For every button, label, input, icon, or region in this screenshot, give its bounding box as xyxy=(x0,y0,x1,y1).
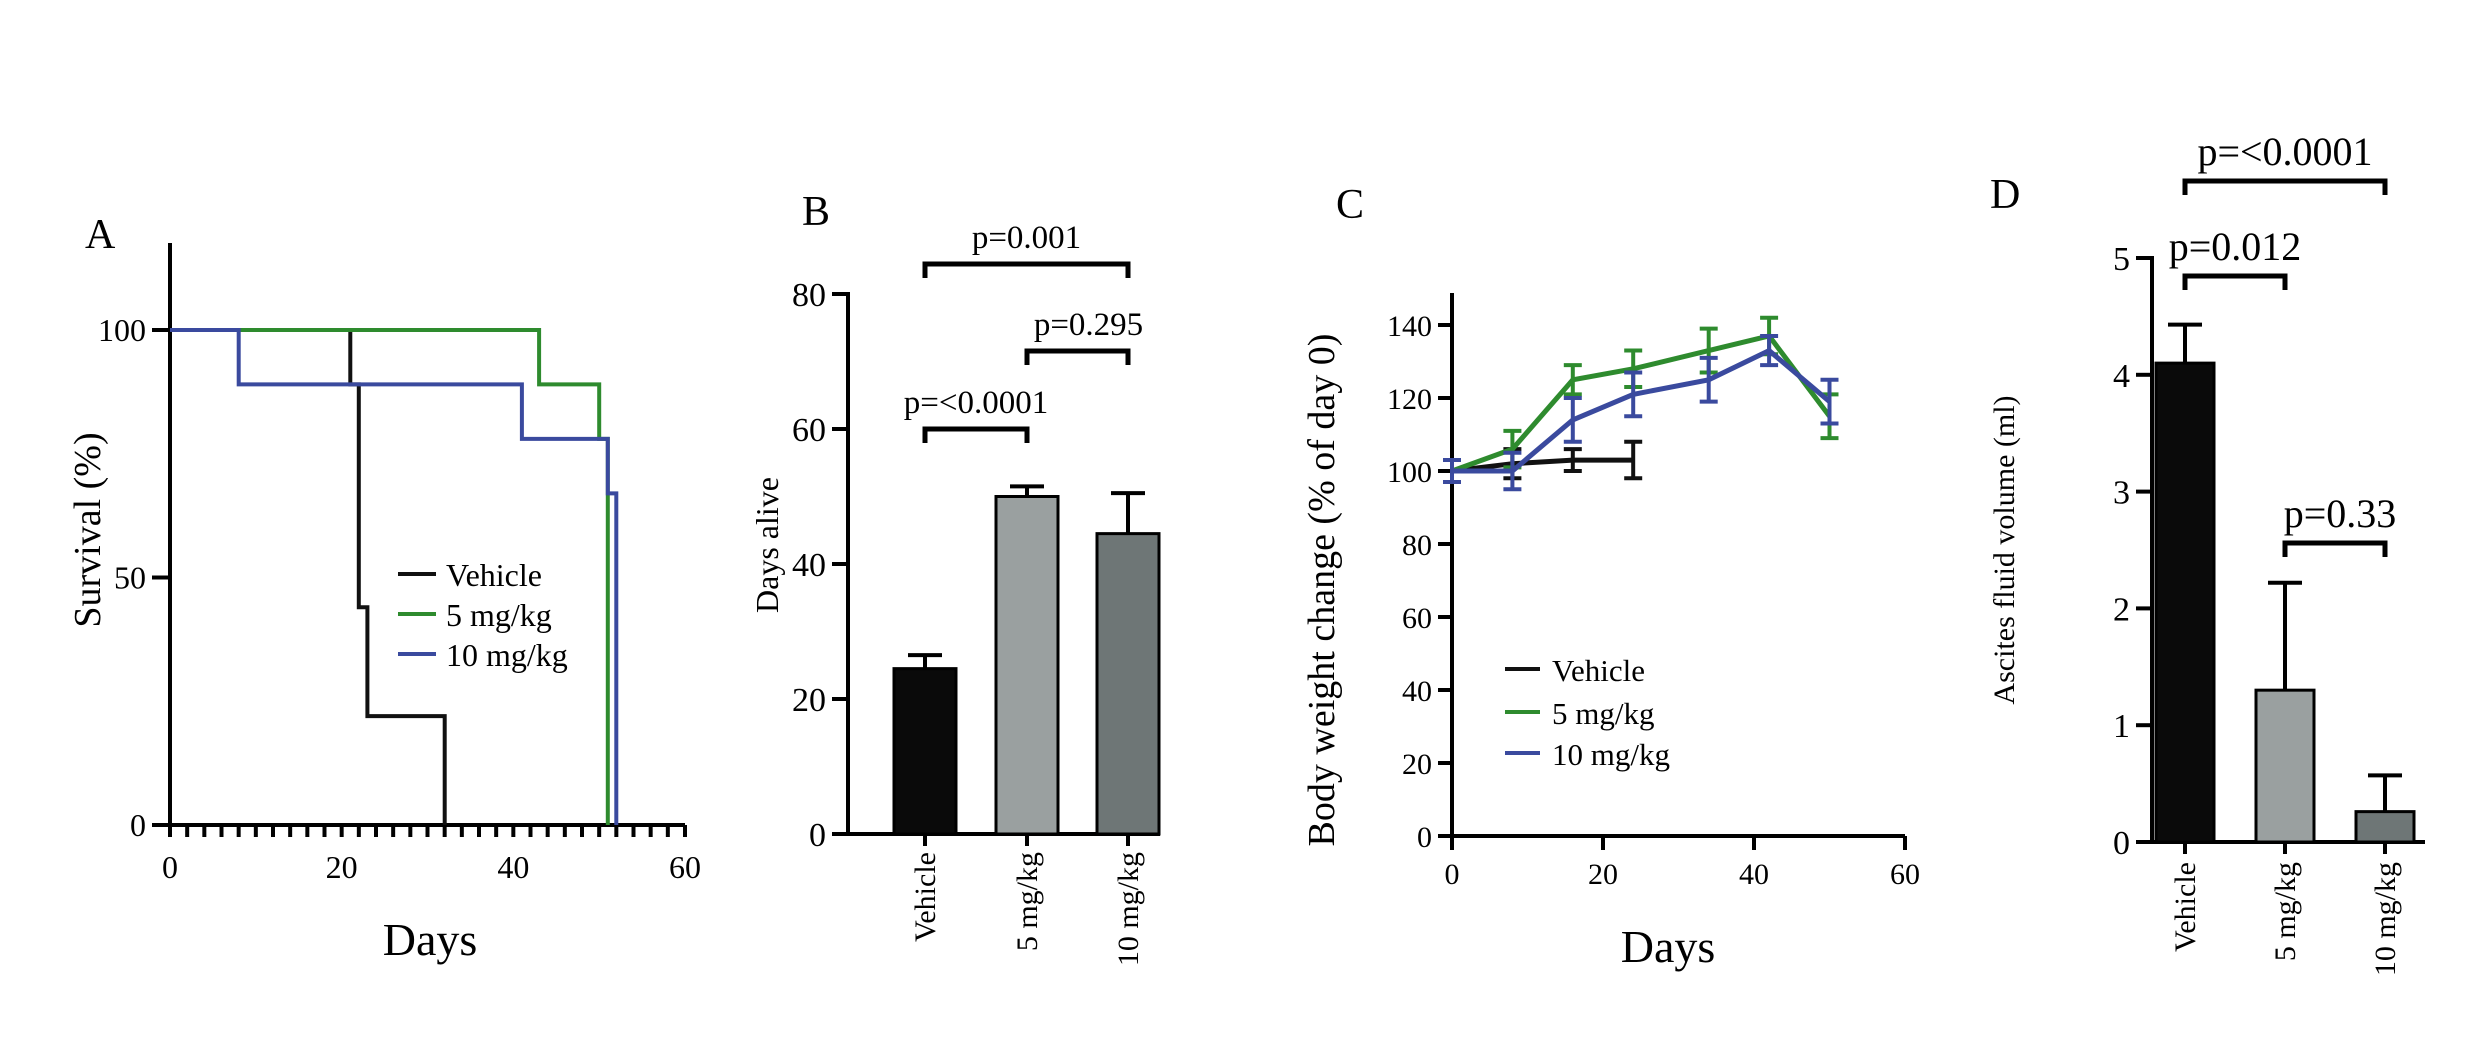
bar-5mg xyxy=(994,495,1060,836)
y-axis-label: Ascites fluid volume (ml) xyxy=(1988,395,2021,704)
y-tick-label: 100 xyxy=(98,312,146,348)
significance-bracket xyxy=(922,261,1131,278)
legend-label-high-dose: 10 mg/kg xyxy=(446,637,568,673)
y-tick-label: 0 xyxy=(809,817,826,854)
survival-line-vehicle xyxy=(170,328,447,825)
y-tick-label: 1 xyxy=(2113,708,2130,745)
y-axis-label: Days alive xyxy=(749,477,785,613)
legend-label-low-dose: 5 mg/kg xyxy=(1552,696,1654,731)
y-tick-label: 5 xyxy=(2113,241,2130,278)
y-tick-label: 20 xyxy=(792,682,826,719)
survival-line-low-dose xyxy=(170,328,610,825)
category-label-10mg: 10 mg/kg xyxy=(2369,862,2402,976)
legend-label-high-dose: 10 mg/kg xyxy=(1552,737,1670,772)
x-tick-label: 20 xyxy=(326,849,358,885)
category-label-vehicle: Vehicle xyxy=(2169,862,2202,952)
y-tick-label: 50 xyxy=(114,560,146,596)
significance-bracket xyxy=(2182,178,2388,195)
y-tick-label: 20 xyxy=(1402,748,1432,781)
x-tick-label: 0 xyxy=(1445,858,1460,891)
survival-line-high-dose xyxy=(170,328,619,825)
y-tick-label: 4 xyxy=(2113,358,2130,395)
bar-5mg xyxy=(2254,688,2316,844)
x-tick-label: 0 xyxy=(162,849,178,885)
y-tick-label: 0 xyxy=(2113,825,2130,862)
p-value-label: p=<0.0001 xyxy=(904,385,1048,421)
x-tick-label: 60 xyxy=(1890,858,1920,891)
significance-bracket xyxy=(1024,348,1131,365)
y-axis-label: Body weight change (% of day 0) xyxy=(1301,334,1343,847)
y-tick-label: 40 xyxy=(792,547,826,584)
y-tick-label: 120 xyxy=(1387,383,1432,416)
x-tick-label: 40 xyxy=(497,849,529,885)
p-value-label: p=0.295 xyxy=(1034,307,1143,343)
significance-bracket xyxy=(2282,540,2388,557)
x-tick-label: 40 xyxy=(1739,858,1769,891)
y-tick-label: 0 xyxy=(130,807,146,843)
x-axis-label: Days xyxy=(383,914,478,965)
panel-label-c: C xyxy=(1336,182,1364,228)
panel-label-b: B xyxy=(802,189,830,235)
weight-line-vehicle xyxy=(1451,457,1634,474)
panel-label-d: D xyxy=(1990,172,2020,218)
x-tick-label: 60 xyxy=(669,849,701,885)
y-tick-label: 60 xyxy=(792,412,826,449)
y-tick-label: 2 xyxy=(2113,591,2130,628)
category-label-5mg: 5 mg/kg xyxy=(2269,862,2302,961)
p-value-label: p=<0.0001 xyxy=(2197,129,2372,174)
p-value-label: p=0.33 xyxy=(2284,491,2397,536)
y-tick-label: 0 xyxy=(1417,821,1432,854)
y-tick-label: 80 xyxy=(1402,529,1432,562)
y-tick-label: 3 xyxy=(2113,475,2130,512)
bar-vehicle xyxy=(2154,361,2216,844)
category-label-10mg: 10 mg/kg xyxy=(1112,852,1145,966)
bar-10mg xyxy=(2354,810,2416,844)
y-tick-label: 40 xyxy=(1402,675,1432,708)
x-axis-label: Days xyxy=(1621,921,1716,972)
legend-label-low-dose: 5 mg/kg xyxy=(446,597,552,633)
category-label-vehicle: Vehicle xyxy=(909,852,942,942)
y-tick-label: 140 xyxy=(1387,310,1432,343)
y-tick-label: 100 xyxy=(1387,456,1432,489)
significance-bracket xyxy=(2182,273,2288,290)
y-axis-label: Survival (%) xyxy=(67,432,109,627)
p-value-label: p=0.012 xyxy=(2169,224,2302,269)
p-value-label: p=0.001 xyxy=(972,220,1081,256)
y-tick-label: 60 xyxy=(1402,602,1432,635)
x-tick-label: 20 xyxy=(1588,858,1618,891)
y-tick-label: 80 xyxy=(792,277,826,314)
legend-label-vehicle: Vehicle xyxy=(446,557,542,593)
significance-bracket xyxy=(922,426,1030,443)
panel-label-a: A xyxy=(85,212,116,258)
bar-vehicle xyxy=(892,667,958,836)
category-label-5mg: 5 mg/kg xyxy=(1011,852,1044,951)
legend-label-vehicle: Vehicle xyxy=(1552,653,1645,688)
bar-10mg xyxy=(1095,532,1161,836)
